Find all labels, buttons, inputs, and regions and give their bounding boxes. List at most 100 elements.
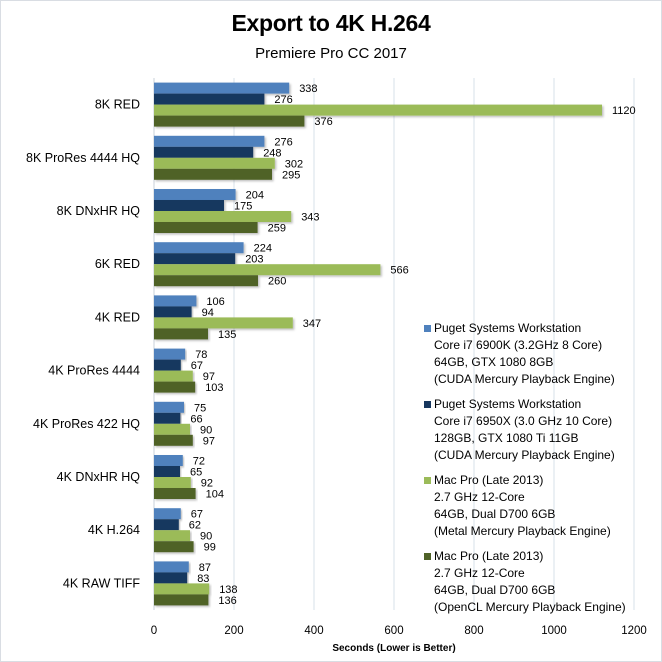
bar — [154, 370, 193, 382]
bar — [154, 211, 292, 222]
bar — [154, 253, 236, 265]
legend-item: Mac Pro (Late 2013) 2.7 GHz 12-Core 64GB, … — [424, 472, 660, 540]
value-label: 224 — [254, 243, 272, 255]
value-label: 104 — [206, 489, 224, 501]
value-label: 94 — [202, 307, 214, 319]
value-label: 203 — [245, 254, 263, 266]
bar — [154, 157, 275, 169]
category-label: 8K RED — [95, 98, 140, 112]
legend-text: 64GB, Dual D700 6GB — [434, 507, 556, 521]
category-label: 4K RED — [95, 310, 140, 324]
chart-subtitle: Premiere Pro CC 2017 — [255, 45, 407, 62]
legend-text: (Metal Mercury Playback Engine) — [434, 524, 611, 538]
x-tick-label: 1200 — [621, 625, 647, 637]
bar — [154, 381, 196, 393]
value-label: 87 — [199, 562, 211, 574]
bar — [154, 168, 272, 180]
x-tick-labels: 0 200 400 600 800 1000 1200 — [151, 625, 647, 637]
bar — [154, 82, 290, 94]
x-tick-label: 400 — [304, 625, 323, 637]
bar — [154, 530, 190, 542]
value-label: 67 — [191, 509, 203, 521]
value-label: 138 — [219, 584, 237, 596]
legend-text: 64GB, GTX 1080 8GB — [434, 355, 554, 369]
value-label: 66 — [190, 413, 202, 425]
bar — [154, 242, 244, 254]
category-label: 4K RAW TIFF — [63, 576, 140, 590]
value-label: 135 — [218, 329, 236, 341]
value-label: 338 — [299, 83, 317, 95]
legend-text: Core i7 6900K (3.2GHz 8 Core) — [434, 338, 603, 352]
bar — [154, 466, 180, 477]
value-label: 97 — [203, 435, 215, 447]
value-label: 376 — [314, 116, 332, 128]
bar — [154, 359, 181, 371]
x-tick-label: 800 — [464, 625, 483, 637]
bar — [154, 93, 265, 105]
legend-text: (CUDA Mercury Playback Engine) — [434, 372, 615, 386]
bar — [154, 572, 188, 584]
value-label: 175 — [234, 201, 252, 213]
legend-text: (CUDA Mercury Playback Engine) — [434, 448, 615, 462]
value-label: 62 — [189, 520, 201, 532]
bar — [154, 594, 209, 606]
value-label: 260 — [268, 276, 286, 288]
legend-text: 2.7 GHz 12-Core — [434, 490, 525, 504]
x-axis-label: Seconds (Lower is Better) — [332, 643, 455, 654]
legend: Puget Systems Workstation Core i7 6900K (… — [424, 320, 660, 624]
value-label: 347 — [303, 318, 321, 330]
bar — [154, 328, 208, 340]
legend-text: Core i7 6950X (3.0 GHz 10 Core) — [434, 414, 613, 428]
category-label: 4K DNxHR HQ — [57, 470, 141, 484]
value-label: 103 — [205, 382, 223, 394]
value-label: 65 — [190, 467, 202, 479]
legend-swatch — [424, 325, 431, 332]
bar — [154, 477, 191, 488]
value-label: 1120 — [612, 105, 636, 117]
x-tick-label: 1000 — [541, 625, 567, 637]
legend-text: Mac Pro (Late 2013) — [434, 549, 544, 563]
legend-item: Puget Systems Workstation Core i7 6900K (… — [424, 320, 660, 388]
bar — [154, 519, 179, 531]
value-label: 276 — [274, 136, 292, 148]
bar — [154, 104, 602, 116]
value-label: 78 — [195, 349, 207, 361]
value-label: 276 — [274, 94, 292, 106]
legend-text: Puget Systems Workstation — [434, 397, 582, 411]
value-label: 302 — [285, 158, 303, 170]
legend-text: Mac Pro (Late 2013) — [434, 473, 544, 487]
bar — [154, 275, 258, 287]
bar — [154, 401, 184, 413]
bar — [154, 115, 305, 127]
legend-item: Mac Pro (Late 2013) 2.7 GHz 12-Core 64GB, … — [424, 548, 660, 616]
value-label: 99 — [204, 542, 216, 554]
value-label: 83 — [197, 573, 209, 585]
bar — [154, 348, 186, 360]
value-label: 204 — [246, 190, 264, 202]
value-label: 75 — [194, 402, 206, 414]
x-tick-label: 0 — [151, 625, 157, 637]
category-label: 6K RED — [95, 257, 140, 271]
value-label: 92 — [201, 478, 213, 490]
value-label: 90 — [200, 424, 212, 436]
value-labels: 3382761120376276248302295204175343259224… — [189, 83, 636, 607]
value-label: 97 — [203, 371, 215, 383]
x-tick-label: 200 — [224, 625, 243, 637]
category-label: 8K ProRes 4444 HQ — [26, 151, 140, 165]
category-label: 4K ProRes 422 HQ — [33, 417, 140, 431]
value-label: 136 — [218, 595, 236, 607]
bar — [154, 412, 181, 424]
value-label: 248 — [263, 147, 281, 159]
bar — [154, 508, 181, 520]
value-label: 259 — [268, 223, 286, 235]
bar — [154, 317, 293, 329]
bar — [154, 455, 183, 466]
bar — [154, 146, 254, 158]
value-label: 343 — [301, 212, 319, 224]
bar — [154, 135, 265, 147]
legend-swatch — [424, 477, 431, 484]
bar — [154, 583, 210, 595]
category-label: 8K DNxHR HQ — [57, 204, 141, 218]
value-label: 72 — [193, 456, 205, 468]
